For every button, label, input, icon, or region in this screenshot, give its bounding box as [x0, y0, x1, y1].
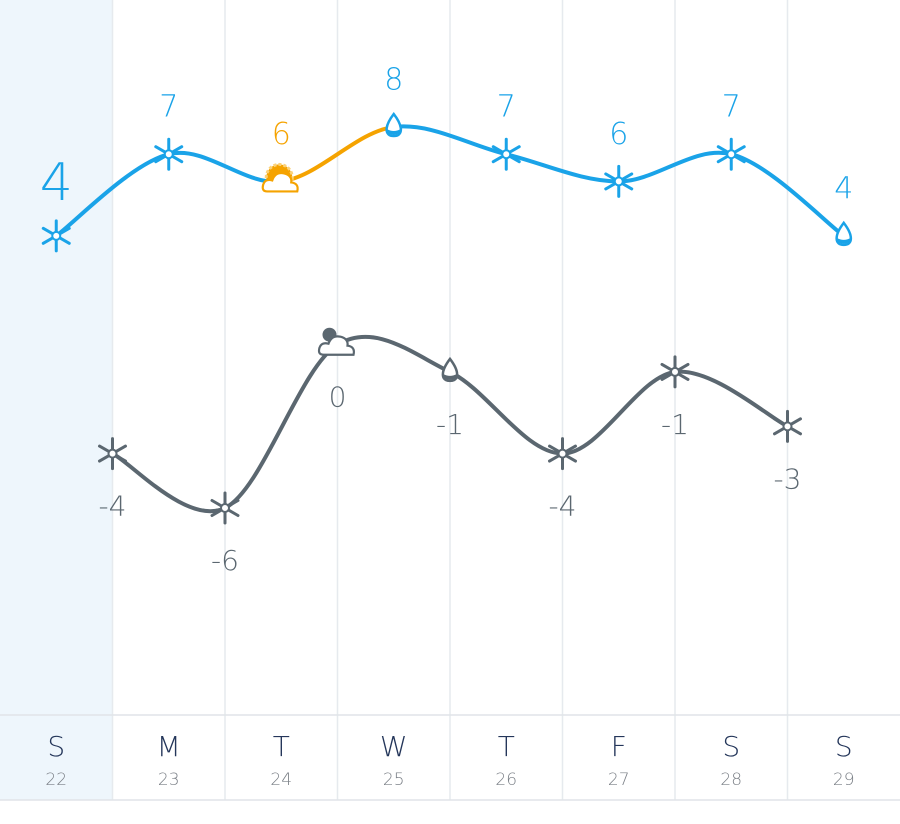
high-label: 7: [722, 90, 741, 125]
weather-icon: [773, 409, 802, 443]
day-label: F: [611, 730, 627, 763]
snow-core: [670, 366, 680, 377]
weather-icon: [716, 137, 746, 171]
day-label: S: [722, 730, 740, 763]
snow-core: [220, 503, 230, 513]
date-label: 26: [495, 770, 517, 790]
temperature-line: [223, 342, 340, 510]
day-label: M: [157, 730, 181, 763]
temperature-line: [673, 369, 790, 429]
high-label: 8: [384, 63, 403, 98]
weather-icon: [317, 327, 355, 356]
weather-icon: [210, 491, 240, 525]
low-label: -4: [99, 490, 127, 523]
snow-core: [613, 176, 624, 187]
cloud: [261, 172, 299, 193]
temperature-line: [729, 152, 846, 238]
high-label: 4: [834, 171, 853, 206]
low-label: -1: [661, 408, 689, 441]
weather-icon: [41, 219, 71, 253]
weather-icon: [835, 220, 853, 247]
low-label: -6: [211, 544, 239, 577]
temperature-line: [54, 152, 171, 238]
snow-core: [163, 149, 174, 160]
day-label: S: [47, 730, 65, 763]
high-label: 4: [40, 153, 73, 213]
drop-fill: [443, 373, 457, 380]
day-label: S: [835, 730, 853, 763]
day-label: T: [273, 730, 290, 763]
date-label: 28: [720, 770, 742, 790]
high-label: 6: [609, 117, 628, 152]
temperature-line: [391, 124, 509, 157]
day-label: W: [380, 730, 408, 763]
low-label: -1: [436, 408, 464, 441]
date-label: 24: [270, 770, 292, 790]
snow-core: [107, 448, 118, 459]
weather-icon: [261, 162, 299, 193]
weather-icon: [154, 137, 184, 171]
snow-core: [501, 149, 512, 160]
weather-icon: [660, 355, 690, 389]
date-label: 27: [608, 770, 630, 790]
date-label: 23: [158, 770, 180, 790]
date-label: 22: [45, 770, 67, 790]
weather-icon: [548, 437, 577, 471]
drop-fill: [386, 129, 401, 135]
temperature-line: [110, 451, 227, 514]
temperature-line: [616, 150, 734, 184]
low-label: -3: [774, 462, 802, 495]
high-label: 7: [159, 90, 178, 125]
snow-core: [782, 421, 793, 432]
temperature-line: [560, 369, 677, 456]
snow-core: [51, 230, 62, 241]
high-label: 7: [497, 90, 516, 125]
day-label: T: [498, 730, 515, 763]
temperature-line: [448, 369, 565, 456]
low-label: -4: [549, 490, 577, 523]
date-label: 29: [833, 770, 855, 790]
temperature-line: [504, 152, 621, 184]
temperature-line: [335, 334, 452, 374]
snow-core: [726, 149, 737, 160]
weather-icon: [385, 111, 403, 138]
weather-icon: [441, 356, 459, 383]
weather-icon: [604, 164, 634, 198]
date-label: 25: [383, 770, 405, 790]
selected-column: [0, 0, 113, 800]
drop-fill: [836, 237, 851, 244]
cloud: [317, 335, 355, 356]
weather-icon: [491, 137, 521, 171]
temperature-line: [279, 125, 396, 184]
weather-icon: [98, 437, 127, 471]
high-label: 6: [272, 117, 291, 152]
snow-core: [557, 448, 568, 459]
low-label: 0: [329, 381, 347, 414]
